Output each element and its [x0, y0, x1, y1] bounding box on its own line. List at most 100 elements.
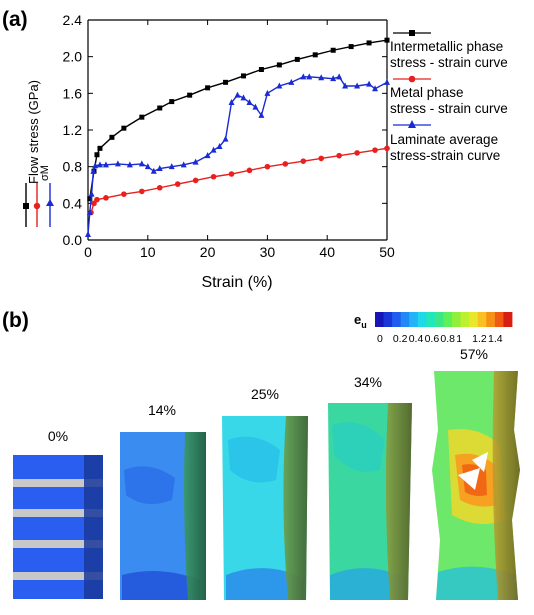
data-point: [384, 37, 390, 43]
data-point: [96, 161, 103, 168]
data-point: [246, 99, 253, 105]
colorbar-swatch: [417, 312, 427, 327]
x-tick-label: 10: [140, 244, 156, 260]
legend-item-metal-l2: stress - strain curve: [390, 101, 508, 116]
data-point: [180, 161, 187, 168]
series-line-1: [89, 39, 388, 199]
data-point: [330, 75, 337, 82]
data-point: [144, 163, 151, 170]
x-axis-label: Strain (%): [201, 274, 272, 291]
data-point: [252, 103, 259, 110]
data-point: [121, 191, 127, 197]
data-point: [294, 56, 300, 62]
data-point: [234, 91, 241, 98]
panel-a-label: (a): [2, 8, 28, 31]
colorbar-swatch: [452, 312, 462, 327]
data-point: [264, 163, 271, 170]
colorbar-swatch: [392, 312, 402, 327]
data-point: [210, 146, 217, 153]
colorbar-swatch: [375, 312, 384, 327]
data-point: [372, 147, 378, 153]
sample-25-strain: [222, 416, 308, 600]
data-point: [348, 44, 354, 50]
data-point: [282, 161, 289, 167]
data-point: [372, 85, 379, 92]
x-tick-label: 30: [260, 244, 276, 260]
side-legend: σM: [23, 165, 54, 227]
data-point: [156, 165, 163, 171]
data-point: [276, 62, 282, 68]
x-tick-label: 40: [319, 244, 335, 260]
data-point: [330, 47, 336, 53]
data-point: [187, 92, 193, 98]
data-point: [354, 150, 360, 156]
data-point: [228, 171, 235, 177]
legend-item-intermetallic-l2: stress - strain curve: [390, 55, 508, 70]
svg-text:σM: σM: [39, 165, 51, 181]
colorbar-tick-label: 1: [456, 333, 462, 345]
y-tick-label: 2.0: [63, 49, 83, 65]
data-point: [87, 196, 93, 202]
panel-b-label: (b): [2, 309, 29, 332]
y-tick-label: 2.4: [63, 12, 83, 28]
legend-item-laminate-l1: Laminate average: [390, 132, 498, 147]
data-point: [354, 82, 361, 89]
colorbar-title: eu: [354, 312, 367, 330]
data-point: [92, 162, 99, 169]
colorbar: [375, 312, 513, 327]
chart-series: [85, 37, 390, 237]
data-point: [90, 167, 97, 174]
sample-label-57: 57%: [460, 346, 488, 362]
colorbar-swatch: [409, 312, 419, 327]
y-axis-label: Flow stress (GPa): [26, 80, 41, 184]
side-legend-circle-marker: [33, 202, 41, 210]
colorbar-tick-label: 0.6: [425, 333, 440, 345]
data-point: [109, 134, 115, 140]
y-tick-label: 1.2: [63, 122, 83, 138]
data-point: [210, 173, 217, 180]
side-legend-triangle-marker: [46, 199, 54, 206]
sample-34-strain: [328, 403, 412, 600]
colorbar-swatch: [434, 312, 444, 327]
data-point: [97, 145, 103, 151]
colorbar-swatch: [400, 312, 410, 327]
data-point: [150, 167, 157, 174]
data-point: [85, 231, 91, 237]
data-point: [223, 79, 229, 85]
x-axis-ticks: 0 10 20 30 40 50: [84, 20, 395, 260]
sample-57-strain: [432, 371, 520, 600]
colorbar-tick-label: 0.2: [393, 333, 408, 345]
side-legend-square-marker: [23, 203, 29, 209]
x-tick-label: 20: [200, 244, 216, 260]
data-point: [276, 82, 283, 89]
data-point: [192, 177, 199, 184]
colorbar-tick-label: 0.4: [409, 333, 424, 345]
data-point: [300, 158, 307, 164]
data-point: [121, 125, 127, 131]
sample-14-strain: [120, 432, 206, 600]
legend-item-laminate-l2: stress-strain curve: [390, 148, 500, 163]
data-point: [246, 167, 253, 174]
colorbar-tick-label: 0.8: [440, 333, 455, 345]
colorbar-tick-label: 1.4: [488, 333, 503, 345]
colorbar-swatch: [503, 312, 513, 327]
y-tick-label: 1.6: [63, 85, 83, 101]
y-tick-label: 0.4: [63, 195, 83, 211]
legend-item-intermetallic-l1: Intermetallic phase: [390, 39, 503, 54]
data-point: [139, 114, 145, 120]
data-point: [169, 99, 175, 105]
data-point: [114, 160, 121, 167]
legend: Intermetallic phase stress - strain curv…: [390, 30, 508, 163]
sample-label-25: 25%: [251, 386, 279, 402]
data-point: [205, 85, 211, 91]
data-point: [94, 152, 100, 158]
sample-label-14: 14%: [148, 402, 176, 418]
colorbar-swatch: [486, 312, 496, 327]
colorbar-tick-labels: 0 0.2 0.4 0.6 0.8 1 1.2 1.4: [377, 333, 503, 345]
data-point: [228, 99, 235, 105]
data-point: [306, 73, 313, 80]
colorbar-tick-label: 1.2: [472, 333, 487, 345]
data-point: [258, 111, 265, 118]
data-point: [384, 78, 390, 85]
colorbar-tick-label: 0: [377, 333, 383, 345]
